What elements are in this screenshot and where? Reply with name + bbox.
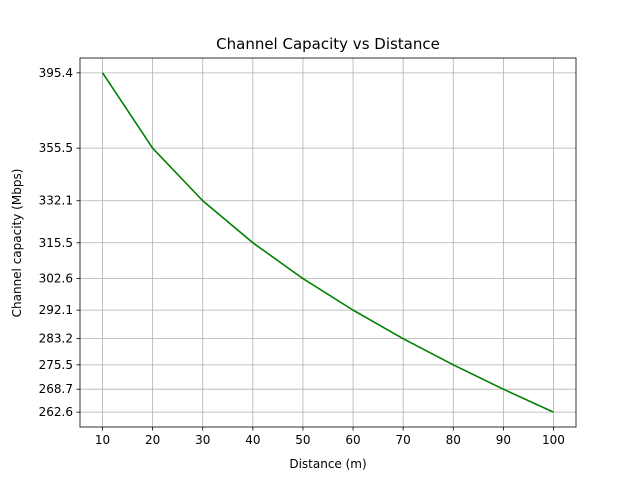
- x-tick-label: 70: [396, 433, 411, 447]
- x-tick-label: 90: [496, 433, 511, 447]
- x-axis-label: Distance (m): [289, 457, 366, 471]
- chart-title: Channel Capacity vs Distance: [216, 35, 440, 53]
- y-tick-label: 275.5: [39, 358, 73, 372]
- y-tick-label: 395.4: [39, 66, 73, 80]
- x-tick-label: 20: [145, 433, 160, 447]
- series-layer: [101, 72, 554, 413]
- y-tick-label: 292.1: [39, 303, 73, 317]
- y-tick-label: 355.5: [39, 141, 73, 155]
- y-axis-label: Channel capacity (Mbps): [10, 169, 24, 318]
- y-tick-label: 283.2: [39, 332, 73, 346]
- ticks-layer: 10 20 30 40 50 60 70 80 90 100 395.4 355.5 332.1 315.…: [39, 66, 565, 447]
- grid-layer: [80, 58, 576, 427]
- x-tick-label: 80: [446, 433, 461, 447]
- x-tick-label: 10: [95, 433, 110, 447]
- y-tick-label: 332.1: [39, 194, 73, 208]
- series-line: [101, 72, 554, 413]
- y-tick-label: 262.6: [39, 405, 73, 419]
- y-tick-label: 315.5: [39, 236, 73, 250]
- y-tick-label: 302.6: [39, 272, 73, 286]
- x-tick-label: 100: [542, 433, 565, 447]
- y-tick-label: 268.7: [39, 382, 73, 396]
- x-tick-label: 30: [195, 433, 210, 447]
- x-tick-label: 60: [345, 433, 360, 447]
- x-tick-label: 40: [245, 433, 260, 447]
- x-tick-label: 50: [295, 433, 310, 447]
